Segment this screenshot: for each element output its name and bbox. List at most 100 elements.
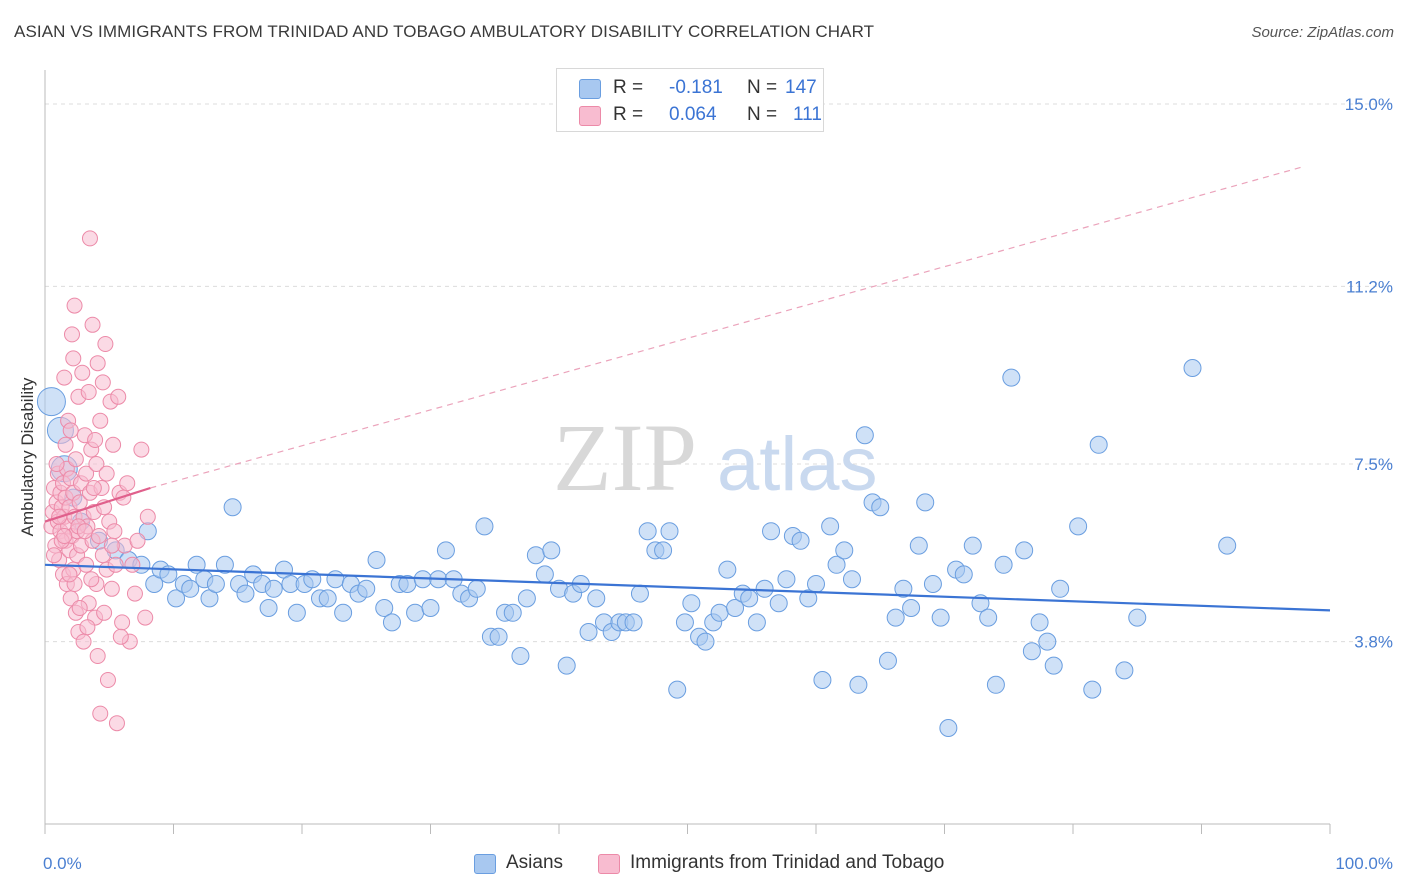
legend-r-value: 0.064 xyxy=(669,104,717,125)
data-point xyxy=(696,632,715,651)
trend-line-immigrants-extension xyxy=(150,165,1305,489)
data-point xyxy=(886,608,905,627)
data-point xyxy=(357,579,376,598)
trend-line-asians xyxy=(44,563,1331,612)
legend-r-label: R = xyxy=(613,77,644,98)
data-point xyxy=(61,566,78,583)
data-point xyxy=(74,364,91,381)
data-point xyxy=(489,627,508,646)
data-point xyxy=(215,555,234,574)
data-point xyxy=(103,537,120,554)
data-point xyxy=(1030,613,1049,632)
x-tick-label: 100.0% xyxy=(1335,854,1393,873)
data-point xyxy=(223,498,242,517)
axes xyxy=(44,70,1331,834)
data-point xyxy=(89,355,106,372)
data-point xyxy=(807,575,825,593)
data-point xyxy=(986,675,1005,694)
legend-r-value: -0.181 xyxy=(669,77,723,98)
data-point xyxy=(107,556,124,573)
watermark-atlas: atlas xyxy=(717,422,878,507)
data-point xyxy=(511,647,530,665)
data-point xyxy=(63,326,80,343)
data-point xyxy=(827,555,846,574)
data-point xyxy=(48,456,65,472)
data-point xyxy=(916,493,935,512)
data-point xyxy=(475,517,494,536)
data-point xyxy=(114,614,131,631)
data-point xyxy=(535,565,554,584)
data-point xyxy=(106,523,123,540)
data-point xyxy=(791,531,810,550)
data-point xyxy=(1002,368,1021,387)
data-point xyxy=(78,556,95,573)
data-point xyxy=(421,599,440,617)
watermark-zip: ZIP xyxy=(553,404,697,511)
data-point xyxy=(849,675,868,694)
data-point xyxy=(675,613,694,632)
data-point xyxy=(436,541,455,560)
data-point xyxy=(923,575,942,593)
y-tick-label: 15.0% xyxy=(1345,95,1393,114)
data-point xyxy=(710,603,729,622)
series-swatch-asians xyxy=(474,854,496,874)
data-point xyxy=(119,475,136,492)
legend-n-label: N = xyxy=(747,77,778,98)
data-point xyxy=(654,541,673,560)
data-point xyxy=(1051,579,1070,598)
data-point xyxy=(777,570,796,589)
data-point xyxy=(1083,680,1102,699)
data-point xyxy=(579,623,598,641)
immigrants-points xyxy=(43,230,156,732)
data-point xyxy=(206,575,225,593)
data-point xyxy=(939,719,958,737)
data-point xyxy=(894,579,913,598)
data-point xyxy=(503,603,522,622)
asians-points xyxy=(36,359,1237,737)
data-point xyxy=(542,541,561,560)
data-point xyxy=(747,613,766,632)
data-point xyxy=(963,536,982,555)
data-point xyxy=(45,547,62,564)
data-point xyxy=(92,705,109,722)
data-point xyxy=(167,589,186,608)
data-point xyxy=(382,613,401,632)
data-point xyxy=(1022,642,1041,661)
data-point xyxy=(931,608,950,627)
data-point xyxy=(87,432,104,448)
legend-swatch-asians xyxy=(579,79,601,99)
data-point xyxy=(630,584,649,603)
data-point xyxy=(326,570,345,589)
legend-n-value: 111 xyxy=(793,104,822,125)
data-point xyxy=(65,350,82,367)
series-label-immigrants: Immigrants from Trinidad and Tobago xyxy=(630,852,945,873)
data-point xyxy=(979,608,998,627)
data-point xyxy=(75,633,92,650)
data-point xyxy=(84,316,101,333)
data-point xyxy=(181,579,200,598)
data-point xyxy=(878,651,897,670)
data-point xyxy=(139,508,156,525)
data-point xyxy=(124,556,141,573)
data-point xyxy=(902,599,921,617)
series-legend: Asians Immigrants from Trinidad and Toba… xyxy=(0,852,1406,878)
data-point xyxy=(108,715,125,732)
data-point xyxy=(137,609,154,626)
trend-lines xyxy=(44,165,1331,612)
data-point xyxy=(78,465,95,482)
data-point xyxy=(76,523,93,540)
y-tick-label: 11.2% xyxy=(1346,277,1393,296)
data-point xyxy=(1069,517,1088,536)
chart-source: Source: ZipAtlas.com xyxy=(1251,24,1394,41)
data-point xyxy=(259,599,278,617)
data-point xyxy=(526,546,545,565)
data-point xyxy=(103,580,120,597)
data-point xyxy=(96,604,113,621)
data-point xyxy=(236,584,255,603)
legend-n-label: N = xyxy=(747,104,778,125)
data-point xyxy=(71,600,88,616)
x-tick-label: 0.0% xyxy=(43,854,82,873)
data-point xyxy=(81,230,98,247)
data-point xyxy=(80,384,97,400)
watermark: ZIP atlas xyxy=(553,404,878,511)
